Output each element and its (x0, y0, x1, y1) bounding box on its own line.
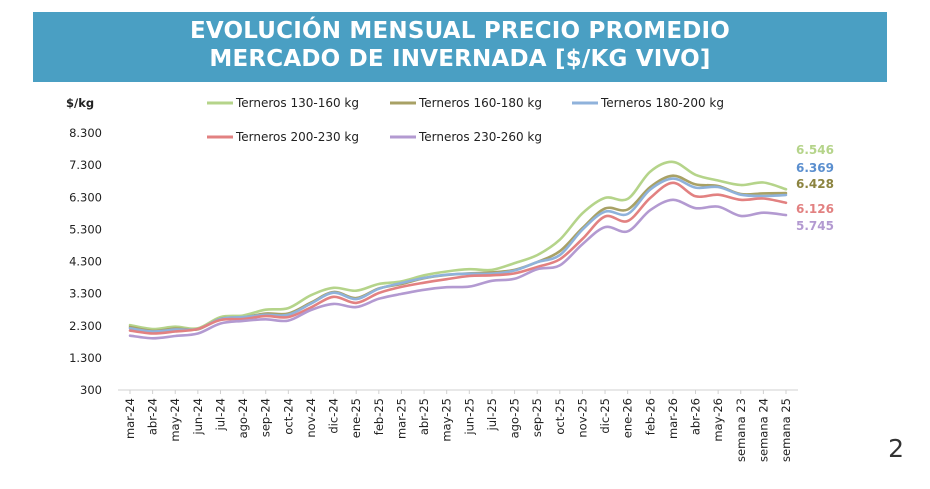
legend-label: Terneros 160-180 kg (418, 96, 542, 110)
x-tick-label: jul-25 (485, 398, 499, 431)
y-axis-unit-label: $/kg (66, 96, 94, 110)
x-tick-label: may-25 (440, 398, 454, 442)
y-tick-label: 2.300 (69, 319, 102, 333)
x-tick-label: jun-25 (462, 398, 476, 436)
x-axis-ticks: mar-24 abr-24 may-24 jun-24 jul-24 ago-24 sep-… (123, 390, 793, 462)
end-value-label: 6.546 (796, 143, 834, 157)
end-value-label: 6.369 (796, 161, 834, 175)
x-tick-label: oct-25 (553, 398, 567, 435)
x-tick-label: mar-25 (394, 398, 408, 439)
series-line-2 (128, 174, 788, 333)
x-tick-label: ago-24 (236, 398, 250, 438)
y-tick-label: 6.300 (69, 190, 102, 204)
x-tick-label: dic-24 (327, 398, 341, 434)
x-tick-label: jun-24 (191, 398, 205, 436)
x-tick-label: semana 25 (779, 398, 793, 462)
y-tick-label: 1.300 (69, 351, 102, 365)
x-tick-label: oct-24 (281, 398, 295, 435)
series-line-5 (128, 198, 788, 340)
y-tick-label: 7.300 (69, 158, 102, 172)
x-tick-label: dic-25 (598, 398, 612, 434)
x-tick-label: feb-26 (643, 398, 657, 435)
title-banner: EVOLUCIÓN MENSUAL PRECIO PROMEDIO MERCAD… (33, 12, 887, 82)
y-tick-label: 4.300 (69, 255, 102, 269)
x-tick-label: semana 23 (734, 398, 748, 462)
title-line-1: EVOLUCIÓN MENSUAL PRECIO PROMEDIO (189, 18, 731, 44)
y-tick-label: 3.300 (69, 287, 102, 301)
x-tick-label: abr-26 (689, 398, 703, 435)
x-tick-label: jul-24 (213, 398, 227, 431)
title-line-2: MERCADO DE INVERNADA [$/KG VIVO] (209, 46, 711, 72)
series-line-1 (128, 160, 788, 331)
legend-label: Terneros 230-260 kg (418, 130, 542, 144)
end-labels: 6.546 6.428 6.369 6.126 5.745 (796, 143, 834, 233)
page-number: 2 (888, 434, 904, 463)
x-tick-label: abr-25 (417, 398, 431, 435)
series-line-4 (128, 181, 788, 335)
x-tick-label: feb-25 (372, 398, 386, 435)
x-tick-label: sep-25 (530, 398, 544, 437)
x-tick-label: ene-25 (349, 398, 363, 438)
end-value-label: 6.126 (796, 202, 834, 216)
y-tick-label: 5.300 (69, 222, 102, 236)
end-value-label: 5.745 (796, 219, 834, 233)
series-lines (128, 160, 788, 340)
x-tick-label: sep-24 (259, 398, 273, 437)
x-tick-label: may-24 (168, 398, 182, 442)
x-tick-label: semana 24 (756, 398, 770, 462)
series-line-3 (128, 177, 788, 333)
x-tick-label: abr-24 (146, 398, 160, 435)
x-tick-label: may-26 (711, 398, 725, 442)
end-value-label: 6.428 (796, 177, 834, 191)
x-tick-label: nov-24 (304, 398, 318, 438)
legend-label: Terneros 200-230 kg (235, 130, 359, 144)
legend-label: Terneros 130-160 kg (235, 96, 359, 110)
y-tick-label: 300 (80, 383, 102, 397)
x-tick-label: nov-25 (575, 398, 589, 438)
x-tick-label: mar-24 (123, 398, 137, 439)
x-tick-label: mar-26 (666, 398, 680, 439)
legend-label: Terneros 180-200 kg (600, 96, 724, 110)
y-tick-label: 8.300 (69, 126, 102, 140)
y-axis-ticks: 300 1.300 2.300 3.300 4.300 5.300 6.300 7.300 8.… (69, 126, 102, 397)
legend: Terneros 130-160 kg Terneros 160-180 kg Te… (207, 96, 724, 144)
x-tick-label: ago-25 (508, 398, 522, 438)
x-tick-label: ene-26 (621, 398, 635, 438)
